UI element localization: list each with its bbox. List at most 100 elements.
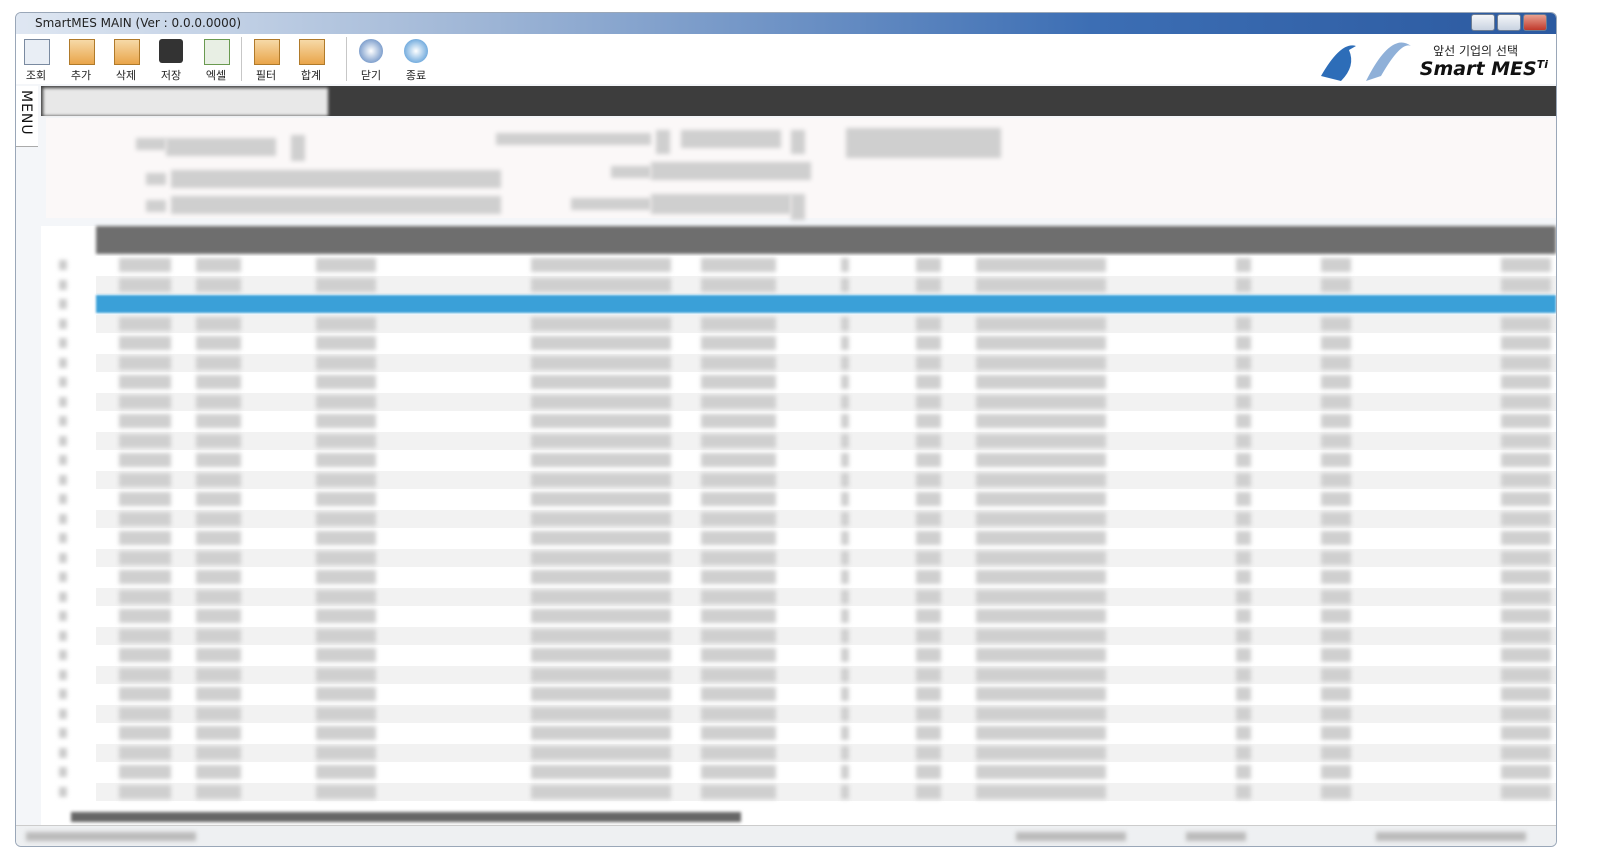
blurred-cell: [119, 472, 171, 487]
blurred-cell: [1236, 589, 1251, 604]
blurred-status: [1186, 832, 1246, 841]
blurred-cell: [531, 667, 671, 682]
toolbar-button[interactable]: 조회: [16, 34, 56, 84]
blurred-cell: [701, 394, 776, 409]
grid-row: [96, 529, 1556, 547]
grid-row: [96, 568, 1556, 586]
blurred-cell: [701, 687, 776, 701]
blurred-cell: [916, 433, 941, 448]
blurred-cell: [1321, 394, 1351, 409]
blurred-cell: [531, 745, 671, 760]
blurred-cell: [316, 765, 376, 779]
row-indicator: [59, 533, 67, 543]
blurred-cell: [841, 394, 849, 409]
grid-row: [96, 548, 1556, 567]
blurred-cell: [119, 745, 171, 760]
blurred-cell: [531, 687, 671, 701]
blurred-cell: [1321, 687, 1351, 701]
toolbar: 앞선 기업의 선택 Smart MESTi 조회 추가 삭제 저장 엑셀 필터 합계 닫기 종료: [16, 34, 1556, 84]
blurred-cell: [1501, 375, 1551, 389]
blurred-cell: [316, 316, 376, 331]
row-indicator: [59, 455, 67, 465]
blurred-cell: [976, 609, 1106, 623]
toolbar-button[interactable]: 필터: [246, 34, 286, 84]
blurred-cell: [1501, 355, 1551, 370]
blurred-cell: [316, 648, 376, 662]
blurred-cell: [1236, 531, 1251, 545]
blurred-cell: [119, 316, 171, 331]
blurred-cell: [531, 375, 671, 389]
blurred-cell: [1236, 784, 1251, 799]
blurred-cell: [701, 355, 776, 370]
blurred-cell: [976, 589, 1106, 604]
blurred-cell: [976, 570, 1106, 584]
blurred-cell: [976, 433, 1106, 448]
toolbar-button[interactable]: 삭제: [106, 34, 146, 84]
toolbar-button[interactable]: 합계: [291, 34, 331, 84]
row-indicator: [59, 572, 67, 582]
menu-label[interactable]: MENU: [18, 90, 34, 136]
grid-row: [96, 412, 1556, 430]
button-label: 저장: [160, 69, 182, 82]
blurred-cell: [196, 355, 241, 370]
blurred-cell: [1501, 433, 1551, 448]
minimize-button[interactable]: [1471, 14, 1495, 31]
row-indicator: [59, 494, 67, 504]
toolbar-button[interactable]: 닫기: [351, 34, 391, 84]
blurred-cell: [531, 706, 671, 721]
toolbar-button[interactable]: 종료: [396, 34, 436, 84]
grid-row: [96, 724, 1556, 742]
blurred-cell: [976, 277, 1106, 292]
blurred-cell: [916, 628, 941, 643]
blurred-cell: [531, 550, 671, 565]
blurred-cell: [1236, 258, 1251, 272]
blurred-cell: [916, 394, 941, 409]
blurred-cell: [1501, 765, 1551, 779]
blurred-cell: [119, 726, 171, 740]
blurred-cell: [531, 394, 671, 409]
tab[interactable]: [43, 88, 328, 116]
restore-button[interactable]: [1497, 14, 1521, 31]
blurred-cell: [316, 453, 376, 467]
blurred-cell: [701, 472, 776, 487]
blurred-cell: [841, 570, 849, 584]
blurred-cell: [316, 414, 376, 428]
blurred-cell: [1236, 433, 1251, 448]
blurred-cell: [531, 726, 671, 740]
button-icon: [24, 39, 50, 65]
blurred-cell: [701, 453, 776, 467]
blurred-cell: [701, 492, 776, 506]
blurred-cell: [119, 609, 171, 623]
blurred-cell: [1321, 375, 1351, 389]
blurred-cell: [1236, 472, 1251, 487]
row-indicator: [59, 338, 67, 348]
row-indicator: [59, 513, 67, 524]
blurred-cell: [531, 336, 671, 350]
button-icon: [69, 39, 95, 65]
close-button[interactable]: [1523, 14, 1547, 31]
grid-row: [96, 704, 1556, 723]
blurred-field: [291, 135, 305, 161]
blurred-cell: [1236, 336, 1251, 350]
blurred-cell: [1236, 511, 1251, 526]
blurred-cell: [119, 589, 171, 604]
blurred-cell: [531, 628, 671, 643]
toolbar-button[interactable]: 엑셀: [196, 34, 236, 84]
blurred-cell: [1501, 277, 1551, 292]
blurred-cell: [841, 589, 849, 604]
horizontal-scrollbar[interactable]: [71, 812, 741, 822]
blurred-cell: [119, 277, 171, 292]
blurred-cell: [1236, 628, 1251, 643]
separator: [241, 37, 242, 81]
blurred-cell: [841, 648, 849, 662]
grid-row: [96, 685, 1556, 703]
blurred-cell: [1321, 609, 1351, 623]
blurred-cell: [196, 511, 241, 526]
blurred-cell: [531, 472, 671, 487]
blurred-cell: [531, 453, 671, 467]
blurred-cell: [1501, 492, 1551, 506]
toolbar-button[interactable]: 저장: [151, 34, 191, 84]
toolbar-button[interactable]: 추가: [61, 34, 101, 84]
blurred-cell: [531, 784, 671, 799]
